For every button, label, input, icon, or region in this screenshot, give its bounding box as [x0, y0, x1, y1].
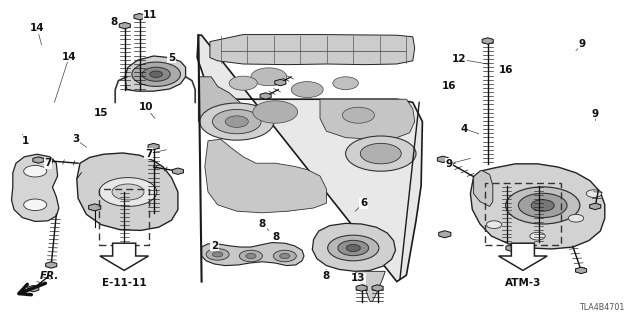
Polygon shape	[100, 243, 148, 270]
Circle shape	[586, 190, 602, 197]
Text: 8: 8	[273, 232, 280, 242]
Polygon shape	[172, 168, 184, 174]
Polygon shape	[470, 164, 605, 249]
Circle shape	[506, 187, 580, 224]
Polygon shape	[205, 139, 326, 213]
Circle shape	[24, 199, 47, 211]
Text: 3: 3	[72, 134, 79, 144]
Polygon shape	[312, 223, 396, 271]
Polygon shape	[438, 231, 451, 238]
Polygon shape	[499, 243, 547, 270]
Circle shape	[346, 136, 416, 171]
Text: 12: 12	[452, 54, 467, 64]
Polygon shape	[506, 244, 518, 252]
Circle shape	[253, 101, 298, 123]
Text: 8: 8	[110, 17, 118, 27]
Text: 1: 1	[22, 136, 29, 146]
Polygon shape	[356, 285, 367, 291]
Circle shape	[229, 76, 257, 90]
Polygon shape	[437, 156, 449, 163]
Text: 9: 9	[445, 159, 453, 169]
Circle shape	[112, 184, 144, 200]
Text: 9: 9	[591, 108, 599, 119]
Circle shape	[212, 109, 261, 134]
Text: 16: 16	[442, 81, 456, 91]
Circle shape	[360, 143, 401, 164]
Circle shape	[251, 68, 287, 86]
Circle shape	[142, 67, 170, 81]
Text: FR.: FR.	[40, 271, 59, 281]
Polygon shape	[198, 77, 243, 131]
Polygon shape	[148, 143, 159, 150]
Polygon shape	[372, 285, 383, 291]
Polygon shape	[33, 157, 44, 163]
Text: E-11-11: E-11-11	[102, 278, 147, 288]
Polygon shape	[474, 170, 493, 206]
Circle shape	[24, 165, 47, 177]
Circle shape	[150, 71, 163, 77]
Polygon shape	[28, 285, 39, 292]
Text: 14: 14	[62, 52, 76, 62]
Text: 9: 9	[579, 39, 586, 49]
Polygon shape	[589, 203, 601, 210]
Circle shape	[568, 214, 584, 222]
Polygon shape	[88, 204, 101, 211]
Polygon shape	[575, 267, 587, 274]
Text: ATM-3: ATM-3	[505, 278, 541, 288]
Text: 5: 5	[168, 52, 175, 63]
Text: 4: 4	[460, 124, 468, 134]
Circle shape	[239, 250, 262, 262]
Polygon shape	[210, 35, 415, 65]
Text: 16: 16	[499, 65, 513, 75]
Text: 2: 2	[211, 241, 218, 251]
Circle shape	[346, 244, 360, 252]
Polygon shape	[134, 13, 145, 20]
Circle shape	[338, 240, 369, 256]
Text: 10: 10	[139, 102, 153, 112]
Polygon shape	[125, 56, 186, 91]
Text: 11: 11	[143, 10, 157, 20]
Text: TLA4B4701: TLA4B4701	[579, 303, 624, 312]
Text: 15: 15	[94, 108, 108, 118]
Polygon shape	[260, 93, 271, 99]
Circle shape	[212, 252, 223, 257]
Circle shape	[291, 82, 323, 98]
Polygon shape	[45, 262, 57, 268]
Text: 8: 8	[323, 271, 330, 281]
Circle shape	[342, 107, 374, 123]
Circle shape	[518, 193, 567, 218]
Circle shape	[225, 116, 248, 127]
Circle shape	[486, 221, 502, 228]
Polygon shape	[482, 38, 493, 44]
Polygon shape	[119, 22, 131, 29]
Circle shape	[99, 178, 157, 206]
Polygon shape	[197, 35, 422, 282]
Circle shape	[328, 235, 379, 261]
Circle shape	[530, 232, 545, 240]
Text: 7: 7	[145, 148, 152, 159]
Text: 6: 6	[360, 198, 367, 208]
Circle shape	[531, 200, 554, 211]
Polygon shape	[275, 79, 286, 86]
Text: 8: 8	[259, 219, 266, 229]
Text: 13: 13	[351, 273, 365, 284]
Circle shape	[200, 103, 274, 140]
Polygon shape	[77, 153, 178, 230]
Circle shape	[273, 250, 296, 262]
Polygon shape	[355, 271, 385, 301]
Text: 7: 7	[44, 158, 52, 168]
Circle shape	[280, 253, 290, 259]
Polygon shape	[320, 99, 415, 139]
Circle shape	[206, 249, 229, 260]
Text: 14: 14	[30, 23, 44, 33]
Polygon shape	[12, 154, 59, 221]
Circle shape	[246, 253, 256, 259]
Circle shape	[132, 62, 180, 86]
Circle shape	[333, 77, 358, 90]
Polygon shape	[202, 243, 304, 266]
